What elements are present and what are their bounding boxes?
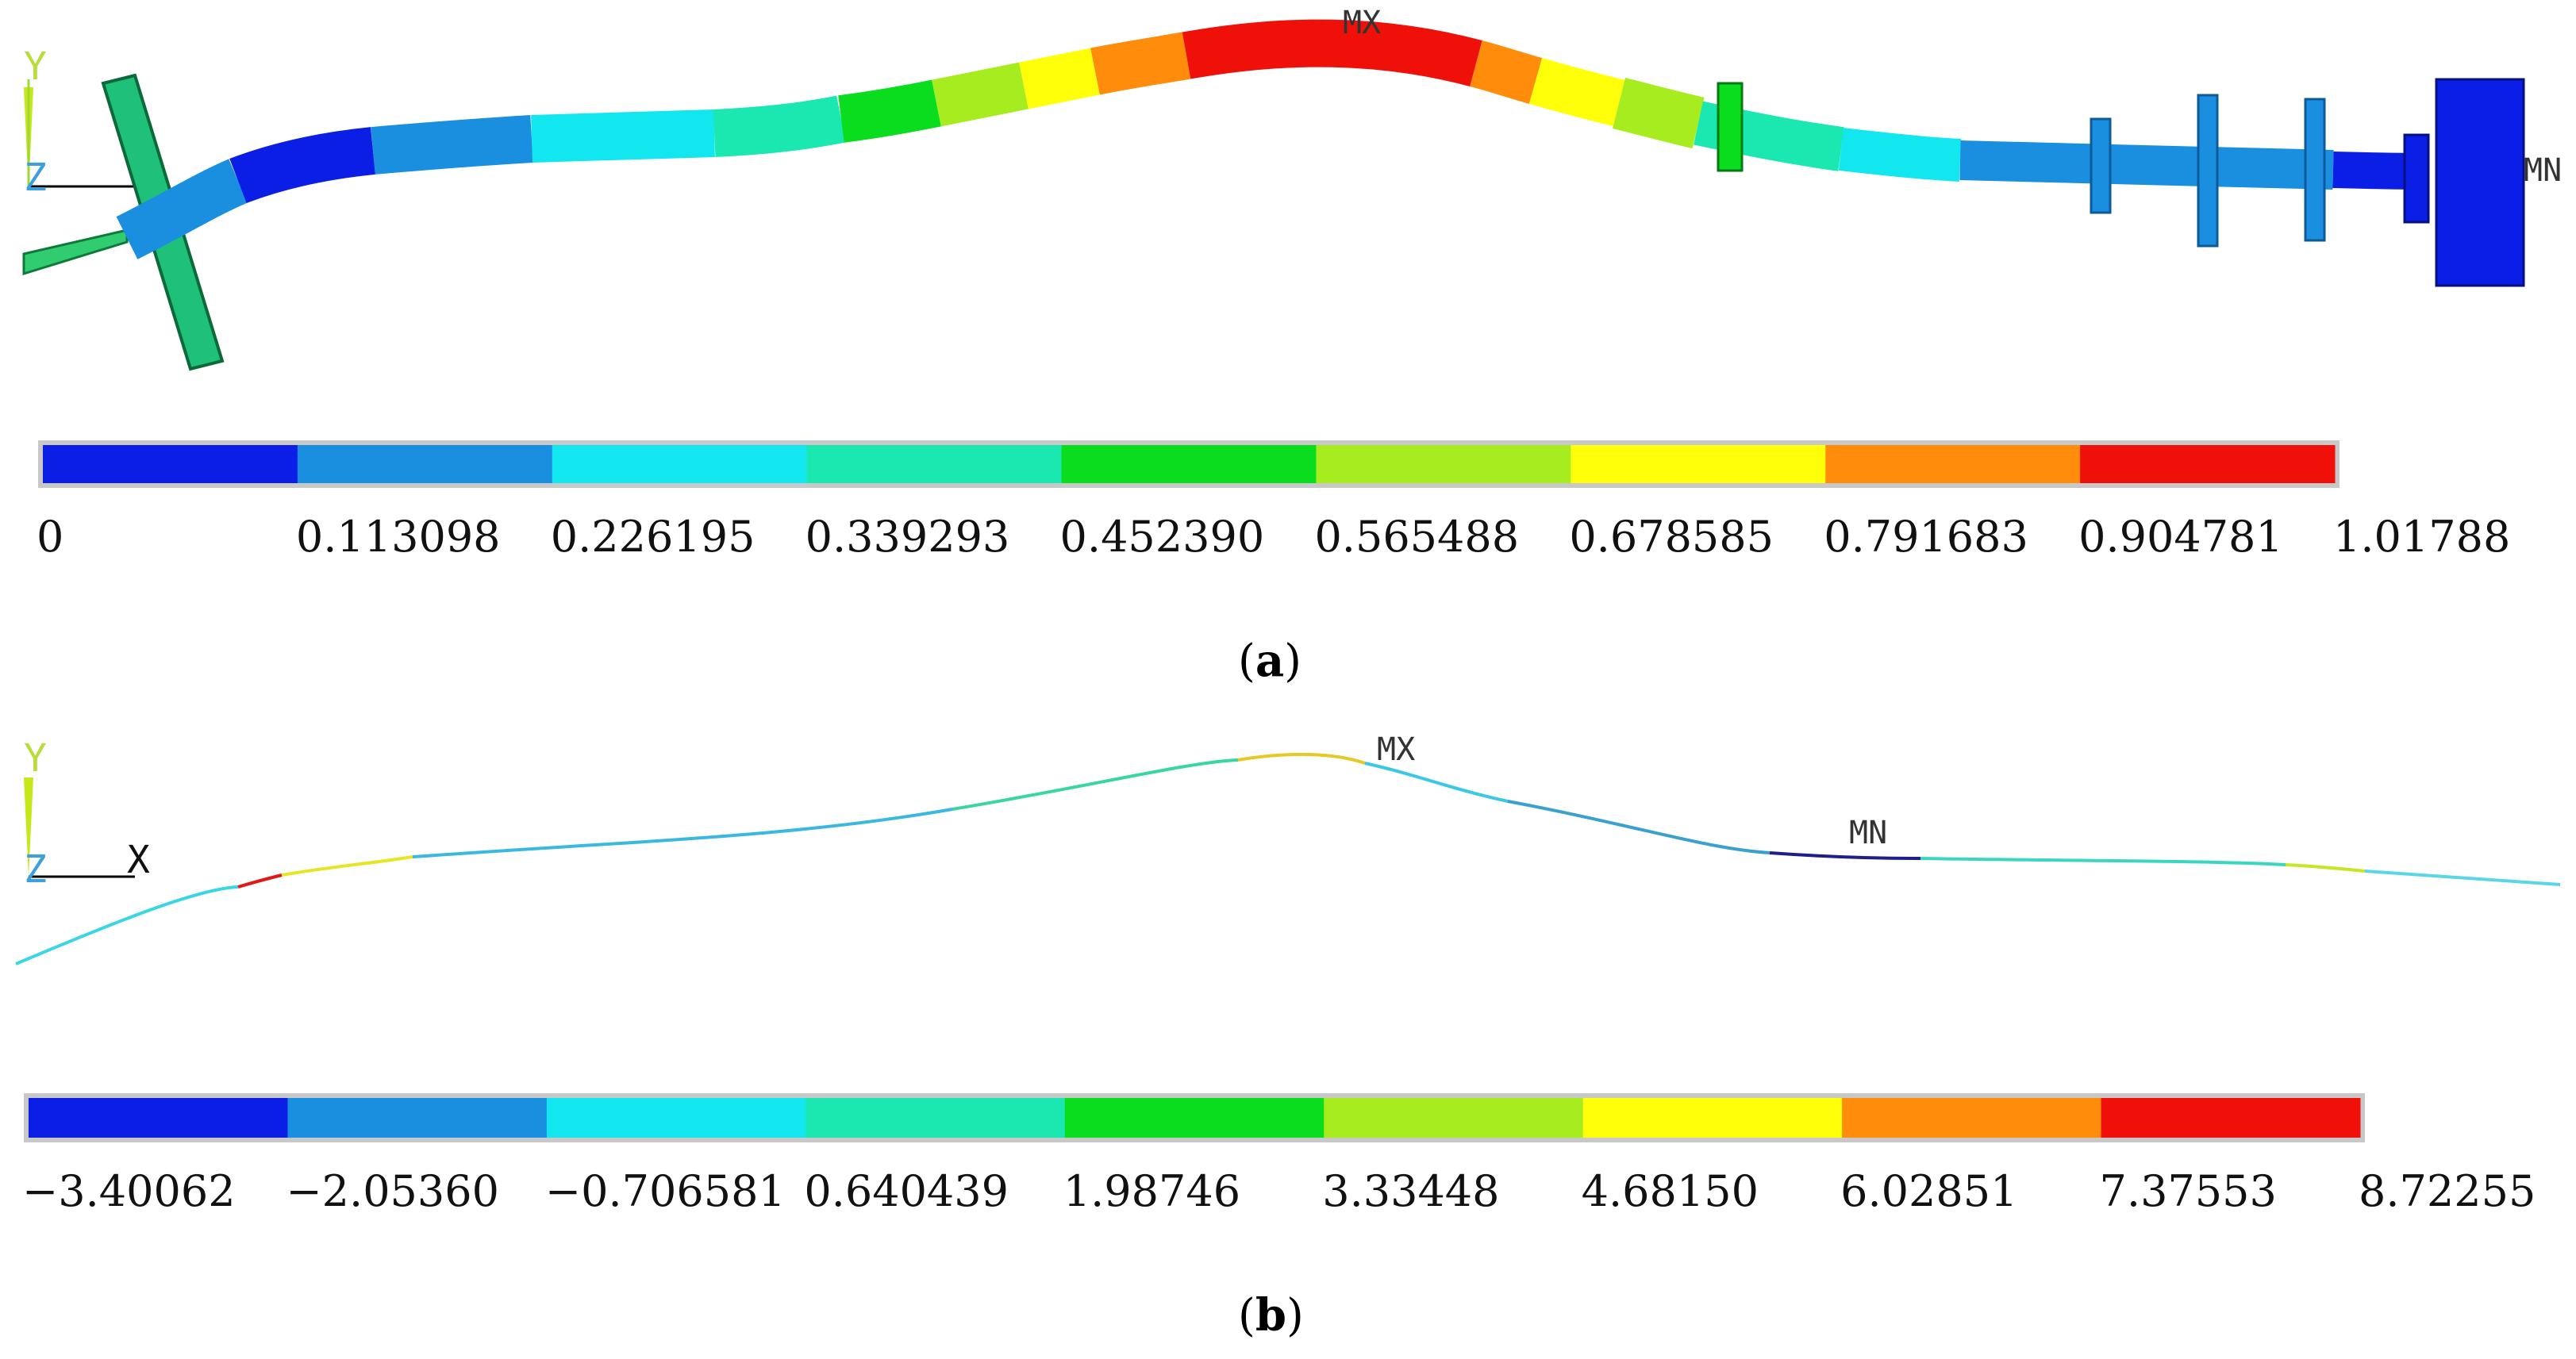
panel-a-legend-tick: 0.113098: [296, 512, 501, 562]
panel-a-legend-swatch: [1316, 445, 1571, 483]
panel-b-caption-letter: b: [1255, 1289, 1287, 1342]
panel-b-min-marker: MN: [1849, 815, 1887, 851]
panel-b-model: Y Z X MX MN: [15, 731, 2561, 966]
panel-a-legend: 0 0.113098 0.226195 0.339293 0.452390 0.56548…: [37, 440, 2510, 562]
panel-a-legend-tick: 0.791683: [1824, 512, 2028, 562]
panel-a-z-axis-label: Z: [24, 155, 47, 200]
panel-b-legend-swatch: [1842, 1098, 2102, 1138]
panel-b-legend-tick: 8.72255: [2359, 1166, 2536, 1216]
panel-b-legend-tick: 3.33448: [1322, 1166, 1499, 1216]
panel-a-legend-tick: 0.226195: [551, 512, 755, 562]
panel-a-legend-swatch: [552, 445, 808, 483]
panel-b-legend-tick: 0.640439: [804, 1166, 1009, 1216]
panel-b-legend-tick: −0.706581: [545, 1166, 786, 1216]
panel-b-legend-tick: 1.98746: [1063, 1166, 1240, 1216]
panel-b-z-axis-label: Z: [24, 847, 47, 892]
panel-b-legend-tick: 6.02851: [1840, 1166, 2017, 1216]
panel-b-triad: Y Z X: [24, 736, 150, 892]
panel-a-shaft: [116, 19, 2429, 259]
panel-b-legend-tick: 7.37553: [2100, 1166, 2277, 1216]
panel-a-model: Y Z X: [22, 5, 2562, 371]
panel-a-legend-swatch: [2080, 445, 2336, 483]
panel-a-legend-tick: 0: [37, 512, 63, 562]
panel-a-legend-swatch: [43, 445, 298, 483]
panel-a-min-marker: MN: [2524, 152, 2562, 189]
panel-a-disc-2: [2197, 94, 2219, 248]
panel-a-end-block: [2435, 78, 2525, 287]
panel-b-caption: (b): [1238, 1289, 1304, 1342]
panel-a-max-marker: MX: [1343, 5, 1381, 41]
panel-a-legend-swatch: [1825, 445, 2081, 483]
panel-a-legend-swatch: [1571, 445, 1826, 483]
panel-b-legend-swatch: [1324, 1098, 1584, 1138]
panel-b-x-axis-label: X: [127, 838, 150, 882]
panel-a-legend-tick: 0.678585: [1569, 512, 1774, 562]
panel-a-shaft-tip: [22, 228, 129, 276]
panel-b-legend-swatch: [287, 1098, 548, 1138]
panel-b-legend-tick: −2.05360: [286, 1166, 499, 1216]
panel-b-legend: −3.40062 −2.05360 −0.706581 0.640439 1.98746…: [22, 1093, 2536, 1216]
panel-a-legend-swatch: [1061, 445, 1317, 483]
panel-b-legend-swatch: [546, 1098, 806, 1138]
panel-a-legend-swatch: [806, 445, 1063, 483]
panel-a-legend-tick: 0.339293: [805, 512, 1010, 562]
panel-a-legend-tick: 0.904781: [2078, 512, 2283, 562]
panel-b-legend-swatch: [1582, 1098, 1843, 1138]
panel-a-legend-tick: 1.01788: [2333, 512, 2510, 562]
panel-a-collar: [1717, 82, 1744, 172]
panel-a-caption-letter: a: [1255, 635, 1285, 687]
panel-b-legend-swatch: [29, 1098, 288, 1138]
panel-b-y-axis-label: Y: [24, 736, 47, 781]
panel-b-legend-swatch: [2101, 1098, 2361, 1138]
panel-a-disc-3: [2304, 98, 2326, 242]
panel-b-deformed-line: [15, 752, 2561, 966]
panel-b-legend-tick: 4.68150: [1582, 1166, 1759, 1216]
panel-b-legend-tick: −3.40062: [22, 1166, 236, 1216]
panel-b-legend-swatch: [1064, 1098, 1325, 1138]
panel-a-caption: (a): [1238, 635, 1302, 687]
panel-a-end-hub: [2403, 133, 2430, 224]
panel-a-disc-1: [2090, 117, 2112, 214]
panel-b-max-marker: MX: [1377, 731, 1415, 768]
panel-a-legend-swatch: [297, 445, 553, 483]
panel-a-y-axis-label: Y: [24, 44, 47, 89]
panel-b-legend-swatch: [805, 1098, 1066, 1138]
panel-a-legend-tick: 0.452390: [1060, 512, 1265, 562]
panel-a-legend-tick: 0.565488: [1314, 512, 1519, 562]
